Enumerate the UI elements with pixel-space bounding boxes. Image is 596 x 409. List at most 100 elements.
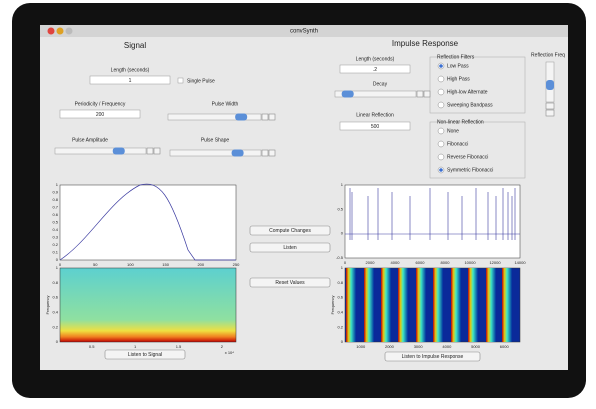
y-tick-label: 0.2 bbox=[52, 324, 58, 329]
radio-button[interactable] bbox=[437, 101, 445, 109]
y-tick-label: 0.3 bbox=[52, 235, 58, 240]
single-pulse-checkbox[interactable] bbox=[177, 77, 184, 84]
button-label: Listen bbox=[283, 245, 297, 251]
impulse-spikes bbox=[349, 188, 516, 240]
y-tick-label: 1 bbox=[56, 182, 59, 187]
slider-arrow[interactable] bbox=[261, 113, 269, 121]
x-tick-label: 3000 bbox=[414, 344, 424, 349]
button-label: Listen to Impulse Response bbox=[402, 354, 464, 360]
x-tick-label: 0 bbox=[59, 262, 62, 267]
y-tick-label: 1 bbox=[341, 182, 344, 187]
signal-heading: Signal bbox=[124, 41, 146, 50]
y-axis-label: Frequency bbox=[330, 296, 335, 315]
x-tick-label: 6000 bbox=[500, 344, 510, 349]
slider-arrow[interactable] bbox=[146, 147, 154, 155]
slider-track[interactable] bbox=[169, 149, 262, 157]
length-input[interactable] bbox=[89, 75, 171, 85]
slider-track[interactable] bbox=[167, 113, 262, 121]
slider-thumb[interactable] bbox=[112, 147, 125, 155]
y-tick-label: 1 bbox=[341, 265, 344, 270]
listen-button[interactable] bbox=[249, 242, 331, 253]
slider-arrow[interactable] bbox=[545, 109, 555, 117]
radio-label: Reverse Fibonacci bbox=[447, 154, 488, 160]
slider-thumb[interactable] bbox=[235, 113, 248, 121]
x-tick-label: 1000 bbox=[356, 344, 366, 349]
compute-button[interactable] bbox=[249, 225, 331, 236]
slider-arrow[interactable] bbox=[545, 102, 555, 110]
radio-label: Sweeping Bandpass bbox=[447, 102, 493, 108]
impulse-length-input[interactable] bbox=[339, 64, 411, 74]
y-tick-label: 0.6 bbox=[337, 295, 343, 300]
radio-button[interactable] bbox=[437, 153, 445, 161]
input-value: 200 bbox=[96, 112, 105, 118]
y-tick-label: 0.4 bbox=[337, 309, 343, 314]
reset-button[interactable] bbox=[249, 277, 331, 288]
stripe bbox=[451, 268, 461, 342]
y-tick-label: 0.1 bbox=[52, 250, 58, 255]
x-tick-label: 12000 bbox=[489, 260, 501, 265]
x-tick-label: 2000 bbox=[385, 344, 395, 349]
y-tick-label: 0 bbox=[341, 231, 344, 236]
y-tick-label: 0.8 bbox=[52, 197, 58, 202]
x-tick-label: 2000 bbox=[366, 260, 376, 265]
label: Pulse Amplitude bbox=[72, 137, 108, 143]
y-tick-label: 0.6 bbox=[52, 295, 58, 300]
y-tick-label: 0.5 bbox=[52, 220, 58, 225]
zoom-button[interactable] bbox=[65, 27, 73, 35]
group-title: Non-linear Reflection bbox=[437, 119, 484, 125]
radio-button[interactable] bbox=[437, 75, 445, 83]
x-tick-label: 2 bbox=[221, 344, 224, 349]
radio-button[interactable] bbox=[437, 88, 445, 96]
button-label: Listen to Signal bbox=[128, 352, 162, 358]
pulse-curve bbox=[59, 183, 236, 261]
slider-thumb[interactable] bbox=[341, 90, 354, 98]
x-tick-label: 10000 bbox=[464, 260, 476, 265]
pulse-axes bbox=[59, 184, 237, 261]
radio-selected bbox=[439, 64, 443, 68]
x-tick-label: 4000 bbox=[442, 344, 452, 349]
linear-reflection-input[interactable] bbox=[339, 121, 411, 131]
slider-arrow[interactable] bbox=[423, 90, 431, 98]
stripe bbox=[346, 268, 356, 342]
slider-track[interactable] bbox=[54, 147, 147, 155]
radio-label: High-low Alternate bbox=[447, 89, 488, 95]
y-tick-label: 0.2 bbox=[337, 324, 343, 329]
x-tick-label: 150 bbox=[162, 262, 169, 267]
label: Reflection Freq bbox=[531, 52, 565, 58]
slider-track[interactable] bbox=[334, 90, 417, 98]
x-tick-label: 8000 bbox=[441, 260, 451, 265]
y-tick-label: 0.6 bbox=[52, 212, 58, 217]
y-tick-label: 0 bbox=[56, 257, 59, 262]
slider-arrow[interactable] bbox=[268, 113, 276, 121]
x-tick-label: 100 bbox=[127, 262, 134, 267]
slider-arrow[interactable] bbox=[416, 90, 424, 98]
radio-selected bbox=[439, 168, 443, 172]
radio-button[interactable] bbox=[437, 127, 445, 135]
group-box bbox=[429, 56, 526, 114]
slider-thumb[interactable] bbox=[546, 80, 554, 90]
x-tick-label: 5000 bbox=[471, 344, 481, 349]
impulse-heading: Impulse Response bbox=[392, 39, 459, 48]
stripe bbox=[398, 268, 408, 342]
stripe bbox=[416, 268, 426, 342]
slider-arrow[interactable] bbox=[268, 149, 276, 157]
y-tick-label: 0 bbox=[341, 339, 344, 344]
stripe bbox=[433, 268, 443, 342]
x-tick-label: 14000 bbox=[514, 260, 526, 265]
y-tick-label: 0 bbox=[56, 339, 59, 344]
slider-arrow[interactable] bbox=[153, 147, 161, 155]
label: Pulse Width bbox=[212, 101, 239, 107]
slider-thumb[interactable] bbox=[231, 149, 244, 157]
radio-label: Low Pass bbox=[447, 63, 469, 69]
label: Pulse Shape bbox=[201, 137, 230, 143]
listen-impulse-button[interactable] bbox=[384, 351, 481, 362]
periodicity-input[interactable] bbox=[59, 109, 141, 119]
input-value: 1 bbox=[129, 78, 132, 84]
radio-label: High Pass bbox=[447, 76, 470, 82]
close-button[interactable] bbox=[47, 27, 55, 35]
slider-arrow[interactable] bbox=[261, 149, 269, 157]
radio-button[interactable] bbox=[437, 140, 445, 148]
x-tick-label: 1.5 bbox=[176, 344, 182, 349]
listen-signal-button[interactable] bbox=[104, 349, 186, 360]
minimize-button[interactable] bbox=[56, 27, 64, 35]
